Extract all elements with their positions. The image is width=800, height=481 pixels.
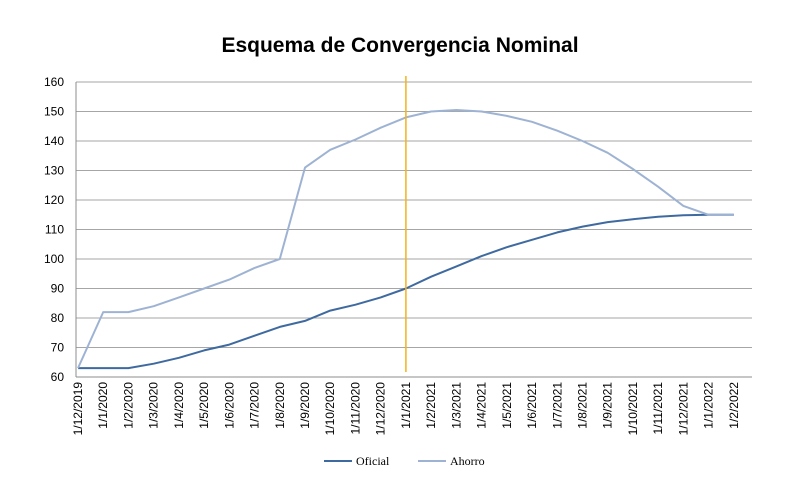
x-tick-label: 1/4/2021 — [475, 382, 489, 429]
x-tick-label: 1/11/2021 — [651, 382, 665, 435]
y-tick-label: 90 — [51, 282, 65, 296]
x-tick-label: 1/2/2020 — [121, 382, 135, 429]
x-tick-label: 1/9/2021 — [601, 382, 615, 429]
x-tick-label: 1/8/2020 — [273, 382, 287, 429]
y-tick-label: 110 — [45, 223, 64, 237]
x-tick-label: 1/10/2020 — [323, 382, 337, 436]
x-tick-label: 1/2/2021 — [424, 382, 438, 429]
y-tick-label: 160 — [44, 75, 64, 89]
y-tick-label: 70 — [51, 341, 65, 355]
y-tick-label: 150 — [44, 105, 64, 119]
x-tick-label: 1/6/2020 — [222, 382, 236, 429]
y-tick-label: 80 — [51, 311, 65, 325]
x-tick-label: 1/10/2021 — [626, 382, 640, 436]
x-tick-label: 1/7/2021 — [550, 382, 564, 429]
y-axis-ticks: 60 70 80 90 100 110 120 130 140 150 160 — [44, 75, 64, 384]
x-tick-label: 1/11/2020 — [348, 382, 362, 435]
y-tick-label: 120 — [44, 193, 64, 207]
x-tick-label: 1/12/2021 — [676, 382, 690, 436]
x-tick-label: 1/2/2022 — [727, 382, 741, 429]
x-tick-label: 1/6/2021 — [525, 382, 539, 429]
y-tick-label: 100 — [44, 252, 64, 266]
x-tick-label: 1/12/2020 — [374, 382, 388, 436]
x-tick-label: 1/3/2020 — [147, 382, 161, 429]
y-tick-label: 60 — [51, 370, 65, 384]
x-tick-label: 1/9/2020 — [298, 382, 312, 429]
legend: Oficial Ahorro — [324, 454, 485, 468]
y-tick-label: 130 — [44, 164, 64, 178]
x-tick-label: 1/8/2021 — [575, 382, 589, 429]
x-tick-label: 1/12/2019 — [71, 382, 85, 436]
legend-label-oficial: Oficial — [356, 454, 390, 468]
legend-label-ahorro: Ahorro — [450, 454, 485, 468]
x-tick-label: 1/7/2020 — [248, 382, 262, 429]
x-tick-label: 1/1/2021 — [399, 382, 413, 429]
x-tick-label: 1/3/2021 — [449, 382, 463, 429]
x-tick-label: 1/1/2020 — [96, 382, 110, 429]
x-tick-label: 1/4/2020 — [172, 382, 186, 429]
x-axis-ticks: 1/12/2019 1/1/2020 1/2/2020 1/3/2020 1/4/202… — [71, 382, 741, 436]
x-tick-label: 1/5/2020 — [197, 382, 211, 429]
x-tick-label: 1/5/2021 — [500, 382, 514, 429]
x-tick-label: 1/1/2022 — [702, 382, 716, 429]
gridlines — [75, 81, 752, 378]
y-tick-label: 140 — [44, 134, 64, 148]
chart-title: Esquema de Convergencia Nominal — [221, 34, 579, 57]
